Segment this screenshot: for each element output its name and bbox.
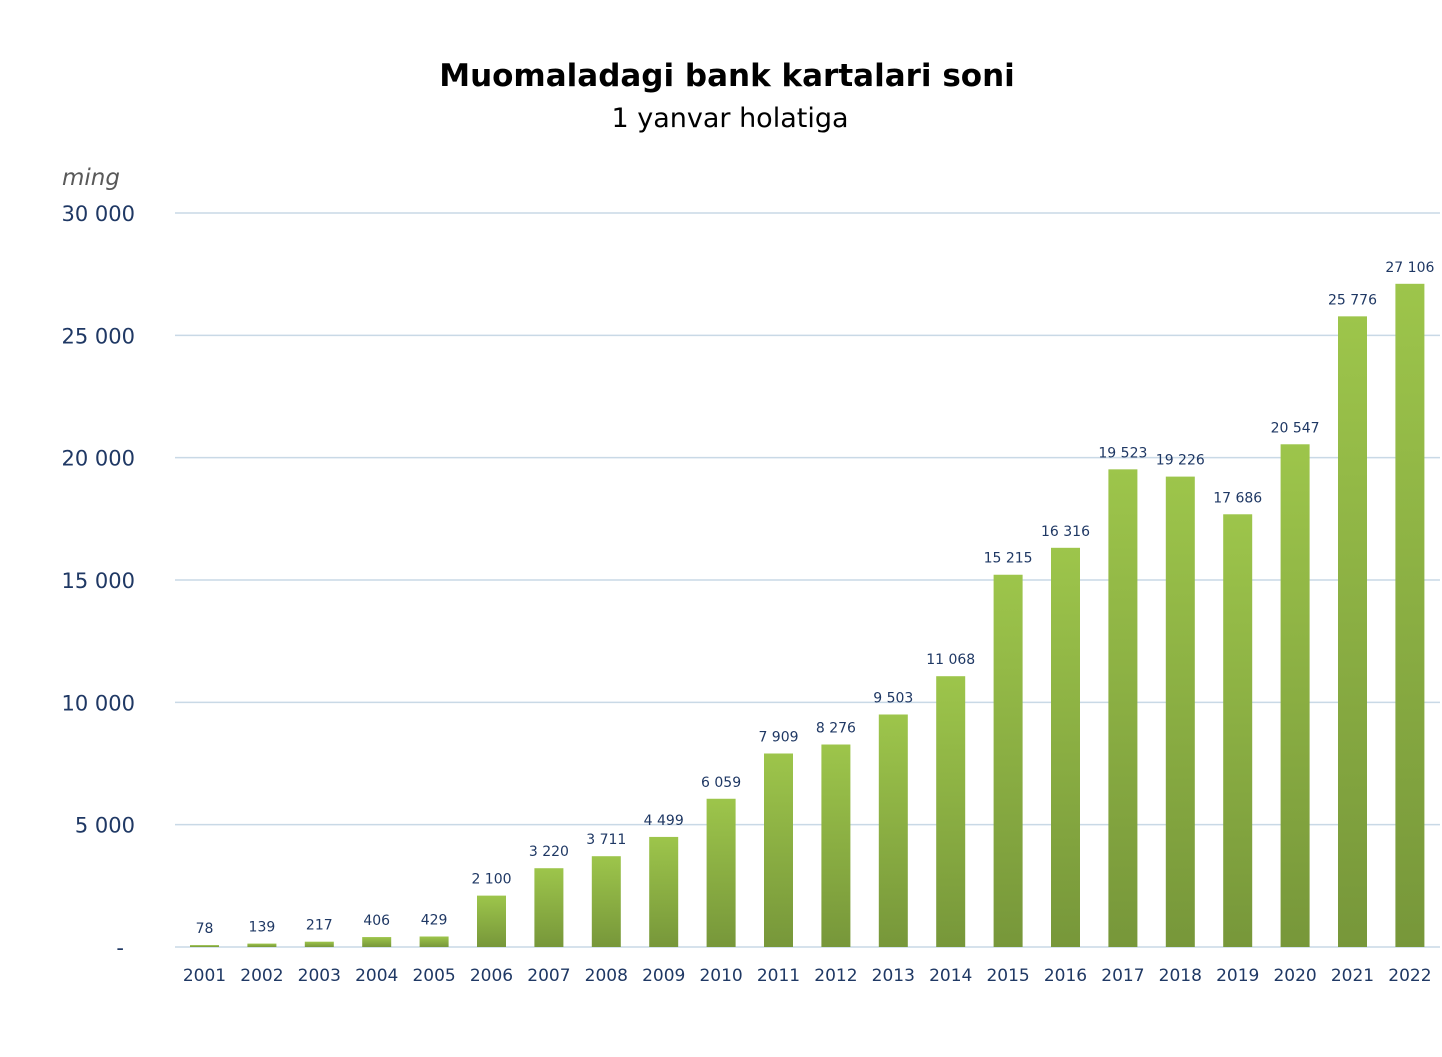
data-label: 217 [306,918,333,934]
data-label: 7 909 [758,729,798,745]
bar-2016 [1051,547,1080,947]
x-tick-label: 2016 [1044,966,1087,986]
x-tick-label: 2018 [1159,966,1202,986]
x-tick-label: 2007 [527,966,570,986]
data-labels: 78 139 217 406 429 2 100 3 220 3 711 4 499 6 059 7… [196,260,1435,937]
y-tick-label: 25 000 [62,324,135,348]
bar-2001 [190,945,219,947]
bar-2009 [649,836,679,947]
x-tick-label: 2004 [355,966,398,986]
bar-2004 [362,937,392,947]
bar-2022 [1395,283,1425,947]
bars [190,283,1425,948]
bar-2005 [419,936,449,947]
data-label: 25 776 [1328,292,1377,308]
x-tick-label: 2013 [872,966,915,986]
data-label: 19 523 [1098,445,1147,461]
x-tick-label: 2010 [699,966,742,986]
data-label: 19 226 [1156,453,1205,469]
data-label: 78 [196,921,214,937]
y-tick-label: - [116,936,124,960]
x-tick-label: 2002 [240,966,283,986]
x-axis: 2001 2002 2003 2004 2005 2006 2007 2008 2009 2010… [183,966,1432,986]
y-tick-label: 15 000 [62,569,135,593]
data-label: 15 215 [984,551,1033,567]
chart-subtitle: 1 yanvar holatiga [611,103,848,134]
data-label: 4 499 [644,813,684,829]
bar-2015 [993,574,1023,947]
bar-2007 [534,868,564,947]
data-label: 11 068 [926,652,975,668]
bar-2018 [1165,476,1195,947]
data-label: 27 106 [1385,260,1434,276]
y-tick-label: 30 000 [62,202,135,226]
x-tick-label: 2021 [1331,966,1374,986]
y-tick-label: 5 000 [75,814,135,838]
y-tick-label: 10 000 [62,691,135,715]
y-tick-label: 20 000 [62,447,135,471]
data-label: 20 547 [1271,420,1320,436]
data-label: 406 [363,913,390,929]
x-tick-label: 2015 [986,966,1029,986]
unit-label: ming [62,165,120,191]
data-label: 139 [249,920,276,936]
data-label: 17 686 [1213,490,1262,506]
x-tick-label: 2014 [929,966,972,986]
data-label: 6 059 [701,775,741,791]
bar-2021 [1338,316,1367,948]
x-tick-label: 2006 [470,966,513,986]
gridlines [175,212,1440,948]
bar-2012 [821,744,851,947]
bar-2020 [1280,444,1310,947]
data-label: 3 220 [529,844,569,860]
x-tick-label: 2005 [412,966,455,986]
data-label: 429 [421,913,448,929]
bar-2008 [591,856,621,947]
x-tick-label: 2011 [757,966,800,986]
data-label: 3 711 [586,832,626,848]
bar-2013 [878,714,908,947]
bar-2017 [1108,469,1138,947]
y-axis: - 5 000 10 000 15 000 20 000 25 000 30 000 [62,202,135,960]
bar-2019 [1223,514,1253,947]
x-tick-label: 2017 [1101,966,1144,986]
bar-2010 [706,798,736,947]
x-tick-label: 2022 [1388,966,1431,986]
bar-2002 [247,943,277,947]
x-tick-label: 2012 [814,966,857,986]
x-tick-label: 2008 [585,966,628,986]
data-label: 2 100 [471,872,511,888]
x-tick-label: 2019 [1216,966,1259,986]
chart-title: Muomaladagi bank kartalari soni [439,58,1015,94]
x-tick-label: 2003 [298,966,341,986]
bar-2011 [764,753,793,947]
bar-2006 [477,895,506,947]
x-tick-label: 2001 [183,966,226,986]
x-tick-label: 2009 [642,966,685,986]
data-label: 8 276 [816,721,856,737]
bar-2003 [304,941,334,947]
data-label: 16 316 [1041,524,1090,540]
data-label: 9 503 [873,690,913,706]
bar-2014 [936,676,966,947]
x-tick-label: 2020 [1273,966,1316,986]
